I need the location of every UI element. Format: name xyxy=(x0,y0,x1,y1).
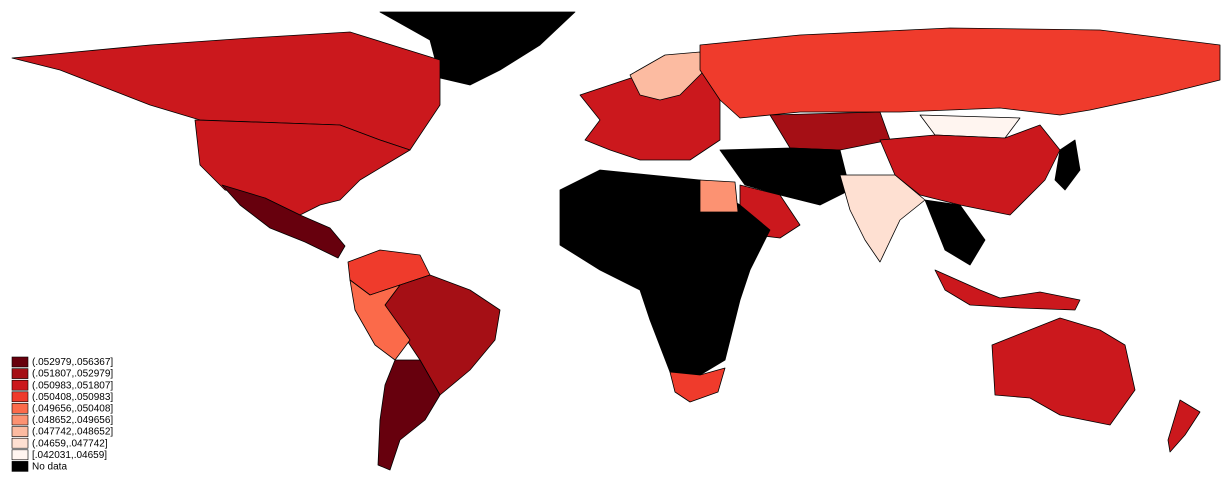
egypt xyxy=(699,179,739,213)
legend-label: (.050983,.051807] xyxy=(32,380,113,391)
legend-swatch xyxy=(11,391,29,403)
australia xyxy=(991,317,1136,426)
legend: (.052979,.056367](.051807,.052979](.0509… xyxy=(11,356,113,473)
legend-swatch xyxy=(11,403,29,414)
legend-label: (.048652,.049656] xyxy=(32,415,113,426)
japan xyxy=(1054,139,1081,191)
legend-label: (.049656,.050408] xyxy=(32,404,113,415)
legend-swatch xyxy=(11,356,29,368)
legend-label: (.051807,.052979] xyxy=(32,369,113,380)
legend-label: [.042031,.04659] xyxy=(32,450,107,461)
legend-swatch xyxy=(11,437,29,449)
scandinavia xyxy=(629,51,706,101)
legend-label: (.047742,.048652] xyxy=(32,427,113,438)
peru-bolivia xyxy=(349,279,411,361)
legend-swatch xyxy=(11,449,29,461)
new-zealand xyxy=(1167,399,1201,453)
legend-swatch xyxy=(11,461,29,472)
middle-east xyxy=(719,147,851,206)
kazakhstan xyxy=(769,111,891,151)
south-africa xyxy=(669,367,726,403)
greenland xyxy=(379,11,576,86)
legend-swatch xyxy=(11,426,29,437)
map-regions xyxy=(11,11,1221,471)
legend-swatch xyxy=(11,379,29,391)
indonesia xyxy=(934,269,1081,311)
russia xyxy=(699,27,1221,119)
mongolia xyxy=(919,114,1021,139)
southeast-asia xyxy=(924,199,986,266)
legend-label: (.050408,.050983] xyxy=(32,392,113,403)
argentina-chile xyxy=(377,359,441,471)
china xyxy=(879,124,1061,216)
usa xyxy=(194,119,411,216)
legend-label: (.052979,.056367] xyxy=(32,357,113,368)
legend-swatch xyxy=(11,414,29,426)
africa xyxy=(559,169,771,376)
legend-label: No data xyxy=(32,462,67,473)
legend-label: (.04659,.047742] xyxy=(32,438,108,449)
mexico-central-america xyxy=(221,184,346,259)
india xyxy=(839,174,926,263)
legend-swatch xyxy=(11,368,29,379)
